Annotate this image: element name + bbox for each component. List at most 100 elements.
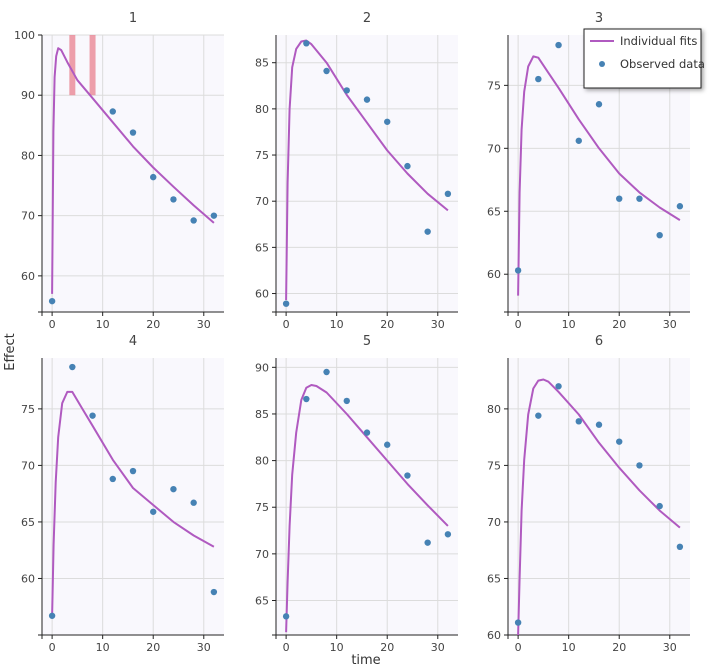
y-tick-label: 70 <box>21 459 35 472</box>
panel-4: 60 65 70 75 0 10 20 30 4 <box>21 334 224 654</box>
panel-6: 60 65 70 75 80 0 10 20 30 6 <box>487 334 690 654</box>
observed-point <box>616 195 623 202</box>
y-tick-label: 70 <box>487 516 501 529</box>
y-tick-label: 60 <box>21 572 35 585</box>
observed-point <box>444 190 452 198</box>
observed-point <box>323 368 330 376</box>
observed-point <box>555 41 562 49</box>
observed-point <box>676 203 684 210</box>
y-tick-label: 70 <box>487 142 501 155</box>
y-tick-label: 75 <box>487 459 501 472</box>
y-tick-label: 60 <box>21 270 35 283</box>
individual-fit-line <box>517 55 681 296</box>
observed-point <box>109 108 116 115</box>
y-tick-label: 65 <box>487 572 501 585</box>
observed-point <box>384 441 391 448</box>
observed-point <box>343 87 350 94</box>
y-tick-label: 80 <box>21 149 35 162</box>
x-tick-label: 0 <box>283 641 290 654</box>
panel-title: 4 <box>129 334 137 349</box>
x-tick-label: 30 <box>197 641 211 654</box>
highlight-bar <box>89 35 96 96</box>
panel-title: 2 <box>363 11 371 26</box>
y-tick-label: 70 <box>255 548 269 561</box>
observed-point <box>129 467 137 475</box>
observed-point <box>190 499 197 506</box>
panel-2: 60 65 70 75 80 85 0 10 20 30 2 <box>255 11 458 331</box>
y-axis-title: Effect <box>3 333 18 370</box>
observed-point <box>150 173 157 181</box>
observed-point <box>170 196 177 203</box>
observed-point <box>424 539 431 546</box>
observed-point <box>514 267 522 274</box>
y-tick-label: 75 <box>487 79 501 92</box>
observed-point <box>48 612 56 619</box>
x-tick-label: 20 <box>612 641 626 654</box>
legend[interactable]: Individual fits Observed data <box>583 28 705 89</box>
y-tick-label: 65 <box>487 205 501 218</box>
y-tick-label: 90 <box>21 89 35 102</box>
observed-point <box>190 217 197 224</box>
x-tick-label: 20 <box>146 641 160 654</box>
x-tick-label: 10 <box>562 641 576 654</box>
observed-point <box>303 40 310 47</box>
x-tick-label: 10 <box>96 641 110 654</box>
observed-point <box>575 418 582 425</box>
x-tick-label: 10 <box>96 318 110 331</box>
observed-point <box>343 397 350 405</box>
legend-box <box>583 28 702 89</box>
observed-point <box>129 129 137 136</box>
x-tick-label: 0 <box>49 318 56 331</box>
observed-point <box>282 613 290 620</box>
x-tick-label: 0 <box>515 641 522 654</box>
y-tick-label: 85 <box>255 408 269 421</box>
observed-point <box>170 485 177 493</box>
observed-point <box>656 231 663 239</box>
y-tick-label: 65 <box>255 594 269 607</box>
observed-point <box>282 300 290 307</box>
highlight-bar <box>69 35 76 96</box>
observed-point <box>109 475 116 483</box>
observed-point <box>555 383 562 390</box>
x-tick-label: 30 <box>197 318 211 331</box>
panel-background <box>276 35 458 312</box>
panel-background <box>276 358 458 635</box>
y-tick-label: 100 <box>14 29 35 42</box>
observed-point <box>150 508 157 515</box>
x-tick-label: 0 <box>515 318 522 331</box>
observed-point <box>636 462 643 469</box>
panel-title: 6 <box>595 334 603 349</box>
individual-fit-line <box>517 378 681 635</box>
observed-point <box>48 297 56 305</box>
panel-5: 65 70 75 80 85 90 0 10 20 30 5 <box>255 334 458 654</box>
y-tick-label: 60 <box>487 268 501 281</box>
panel-1: 60 70 80 90 100 0 10 20 30 1 <box>14 11 224 331</box>
observed-point <box>656 502 663 510</box>
observed-point <box>323 67 330 75</box>
y-tick-label: 80 <box>255 103 269 116</box>
x-tick-label: 30 <box>431 318 445 331</box>
legend-observed-swatch <box>599 61 605 67</box>
x-tick-label: 10 <box>562 318 576 331</box>
observed-point <box>210 212 218 219</box>
y-tick-label: 75 <box>255 501 269 514</box>
individual-fit-line <box>285 39 449 301</box>
y-tick-label: 80 <box>255 455 269 468</box>
legend-fit-label: Individual fits <box>620 34 697 48</box>
x-tick-label: 0 <box>283 318 290 331</box>
observed-point <box>404 162 411 170</box>
y-tick-label: 60 <box>487 629 501 642</box>
x-tick-label: 30 <box>431 641 445 654</box>
observed-point <box>303 395 310 403</box>
x-tick-label: 30 <box>663 318 677 331</box>
y-tick-label: 70 <box>21 210 35 223</box>
observed-point <box>384 118 391 125</box>
panel-title: 5 <box>363 334 371 349</box>
individual-fit-line <box>51 47 215 294</box>
x-tick-label: 0 <box>49 641 56 654</box>
observed-point <box>89 412 96 419</box>
observed-point <box>69 363 76 371</box>
observed-point <box>424 228 431 235</box>
observed-point <box>616 438 623 445</box>
x-tick-label: 20 <box>380 641 394 654</box>
